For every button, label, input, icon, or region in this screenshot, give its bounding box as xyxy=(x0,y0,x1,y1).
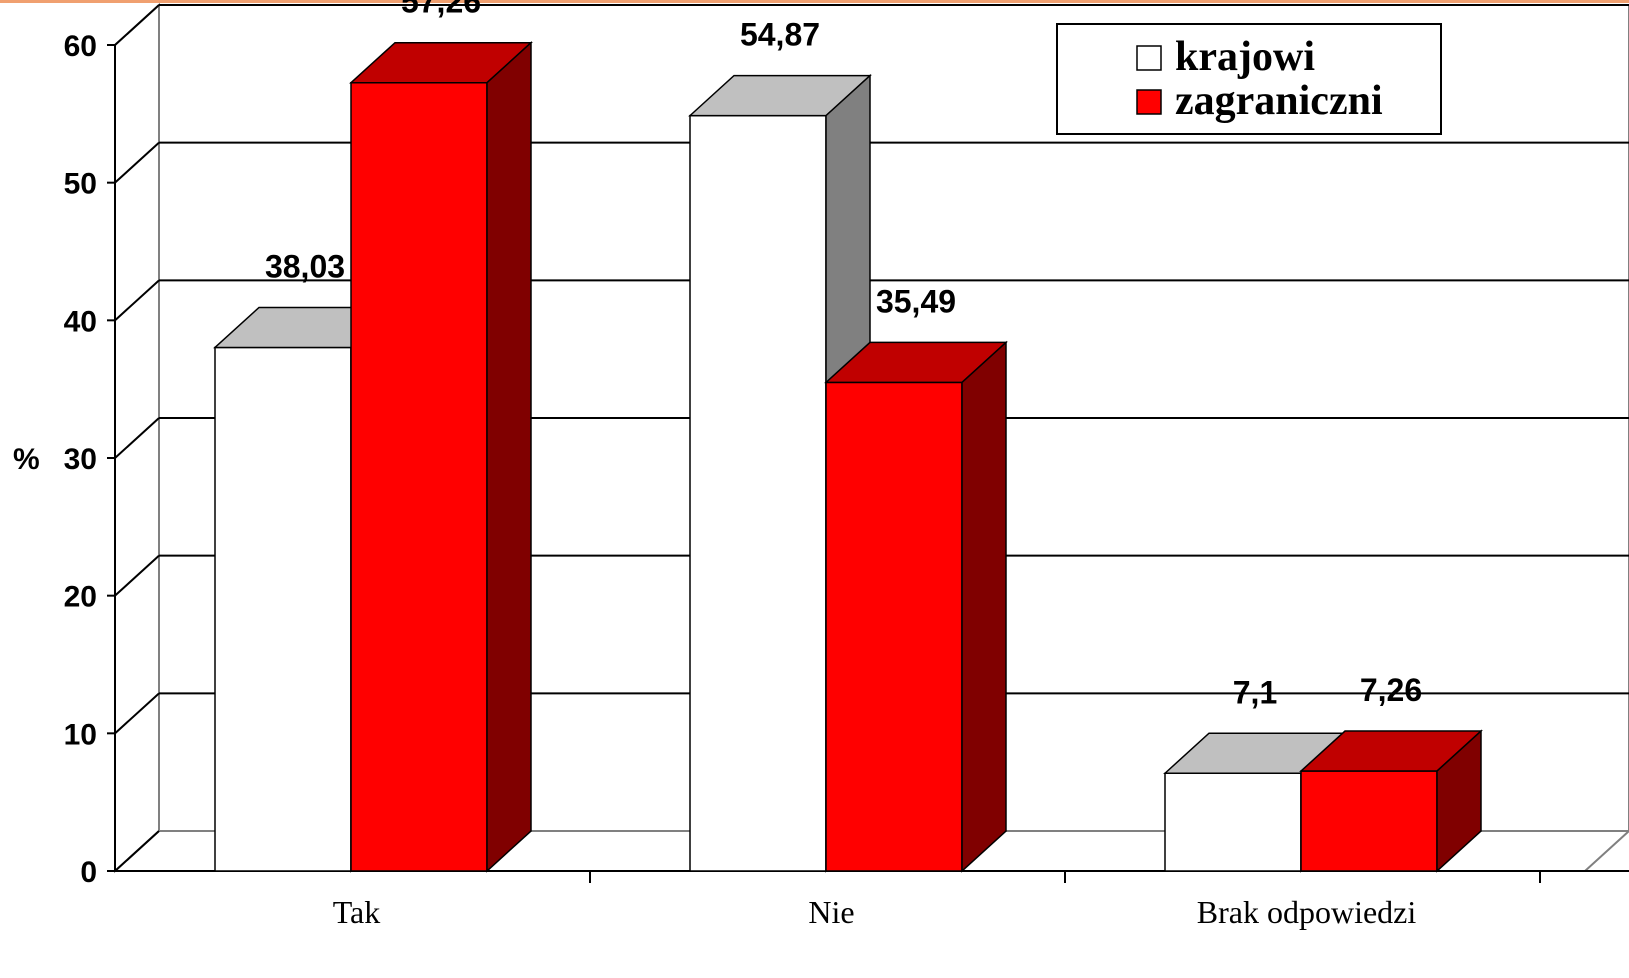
bar-zagraniczni-2 xyxy=(1300,770,1438,872)
y-tick-label: 60 xyxy=(64,30,97,63)
x-tick-label: Nie xyxy=(808,894,854,930)
y-tick-label: 10 xyxy=(64,718,97,751)
gridline-side xyxy=(114,554,160,597)
data-label-zagraniczni-0: 57,26 xyxy=(401,0,481,20)
y-tick-label: 0 xyxy=(80,856,97,889)
y-tick-label: 30 xyxy=(64,443,97,476)
bars xyxy=(213,41,1483,873)
gridline-side xyxy=(114,4,160,46)
x-tick-label: Tak xyxy=(333,894,381,930)
bar-zagraniczni-0 xyxy=(350,81,488,872)
gridline-side xyxy=(114,141,160,184)
y-axis-title: % xyxy=(13,443,40,476)
bar-side-zagraniczni-0 xyxy=(486,41,532,873)
data-label-zagraniczni-1: 35,49 xyxy=(876,283,956,319)
bar-side-zagraniczni-1 xyxy=(961,340,1007,873)
gridline-side xyxy=(114,830,160,872)
legend-label-zagraniczni: zagraniczni xyxy=(1175,78,1383,124)
bar-krajowi-1 xyxy=(689,114,827,872)
legend-swatch-krajowi xyxy=(1136,45,1162,71)
data-label-krajowi-0: 38,03 xyxy=(265,248,345,284)
x-tick-label: Brak odpowiedzi xyxy=(1197,894,1417,930)
legend-swatch-zagraniczni xyxy=(1136,89,1162,115)
legend-box xyxy=(1056,23,1442,135)
gridline-side xyxy=(114,279,160,322)
data-labels: 38,03 57,26 54,87 35,49 7,1 7,26 xyxy=(265,0,1422,710)
bar-krajowi-2 xyxy=(1164,772,1302,872)
y-tick-label: 50 xyxy=(64,168,97,201)
bar-side-zagraniczni-2 xyxy=(1436,729,1482,873)
y-tick-label: 20 xyxy=(64,581,97,614)
legend-label-krajowi: krajowi xyxy=(1175,34,1315,80)
gridline-side xyxy=(114,692,160,735)
gridline-side xyxy=(114,417,160,459)
bar-zagraniczni-1 xyxy=(825,381,963,872)
bar-krajowi-0 xyxy=(214,346,352,872)
data-label-krajowi-1: 54,87 xyxy=(740,17,820,53)
data-label-zagraniczni-2: 7,26 xyxy=(1360,672,1422,708)
data-label-krajowi-2: 7,1 xyxy=(1233,674,1277,710)
y-tick-label: 40 xyxy=(64,305,97,338)
